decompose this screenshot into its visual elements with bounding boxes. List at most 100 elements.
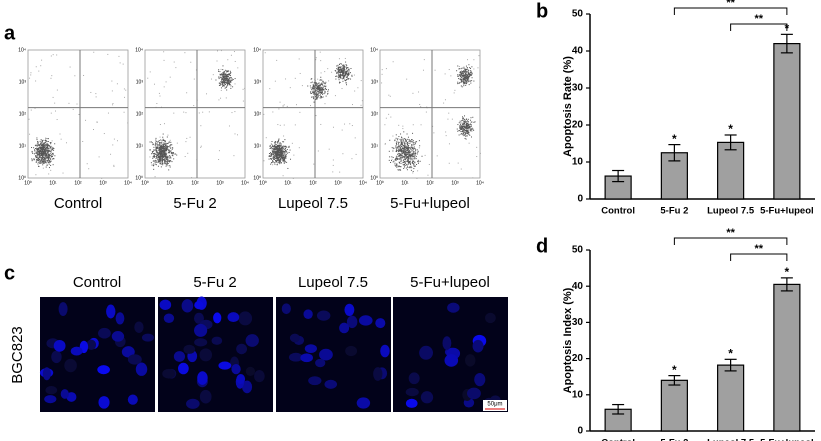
flow-dot <box>462 127 464 129</box>
flow-dot <box>166 152 168 154</box>
flow-dot <box>49 160 51 162</box>
flow-dot <box>473 68 475 70</box>
flow-dot <box>176 154 178 156</box>
flow-dot <box>460 68 462 70</box>
flow-dot <box>167 160 169 162</box>
flow-dot <box>155 139 157 141</box>
flow-tick-label: 10² <box>19 111 27 117</box>
nucleus <box>281 303 291 315</box>
flow-tick-label: 10³ <box>216 180 224 186</box>
flow-dot <box>403 131 405 133</box>
flow-dot <box>299 111 301 113</box>
flow-dot <box>311 78 313 80</box>
flow-dot <box>444 73 446 75</box>
flow-dot <box>162 163 164 165</box>
flow-dot <box>153 164 155 166</box>
flow-dot <box>270 154 272 156</box>
flow-dot <box>279 142 281 144</box>
flow-dot <box>271 148 273 150</box>
flow-dot <box>407 152 409 154</box>
flow-dot <box>154 143 156 145</box>
flow-dot <box>160 145 162 147</box>
flow-dot <box>163 157 165 159</box>
flow-dot <box>295 104 297 106</box>
flow-dot <box>406 160 408 162</box>
flow-dot <box>229 81 231 83</box>
flow-dot <box>51 146 53 148</box>
flow-dot <box>38 147 40 149</box>
flow-dot <box>471 73 473 75</box>
flow-dot <box>279 161 281 163</box>
flow-dot <box>399 150 401 152</box>
flow-dot <box>464 128 466 130</box>
flow-dot <box>310 87 312 89</box>
flow-dot <box>464 132 466 134</box>
flow-dot <box>404 138 406 140</box>
flow-dot <box>398 165 400 167</box>
flow-dot <box>164 147 166 149</box>
flow-dot <box>278 160 280 162</box>
flow-dot <box>285 155 287 157</box>
flow-dot <box>153 146 155 148</box>
flow-dot <box>338 63 340 65</box>
flow-dot <box>159 157 161 159</box>
flow-dot <box>462 133 464 135</box>
flow-dot <box>349 123 351 125</box>
flow-dot <box>413 146 415 148</box>
flow-dot <box>312 87 314 89</box>
flow-dot <box>41 154 43 156</box>
flow-dot <box>41 144 43 146</box>
flow-dot <box>218 69 220 71</box>
flow-dot <box>285 157 287 159</box>
flow-dot <box>165 160 167 162</box>
flow-dot <box>167 134 169 136</box>
flow-dot <box>280 155 282 157</box>
flow-dot <box>168 152 170 154</box>
flow-dot <box>44 154 46 156</box>
flow-dot <box>332 164 334 166</box>
flow-dot <box>464 120 466 122</box>
flow-dot <box>345 71 347 73</box>
flow-dot <box>230 77 232 79</box>
flow-dot <box>276 148 278 150</box>
flow-dot <box>162 155 164 157</box>
flow-dot <box>360 104 362 106</box>
flow-dot <box>224 87 226 89</box>
flow-dot <box>332 159 334 161</box>
flow-dot <box>234 111 236 113</box>
flow-dot <box>285 155 287 157</box>
flow-dot <box>43 145 45 147</box>
flow-dot <box>38 159 40 161</box>
flow-dot <box>47 155 49 157</box>
flow-dot <box>171 147 173 149</box>
flow-dot <box>157 144 159 146</box>
flow-dot <box>464 129 466 131</box>
flow-dot <box>52 147 54 149</box>
flow-dot <box>332 126 334 128</box>
flow-dot <box>340 63 342 65</box>
flow-dot <box>460 128 462 130</box>
flow-dot <box>469 134 471 136</box>
flow-dot <box>465 69 467 71</box>
flow-dot <box>47 157 49 159</box>
flow-dot <box>460 126 462 128</box>
panel-label: b <box>536 0 548 22</box>
flow-dot <box>414 165 416 167</box>
flow-dot <box>48 161 50 163</box>
flow-dot <box>461 127 463 129</box>
flow-dot <box>65 142 67 144</box>
flow-dot <box>29 77 31 79</box>
flow-dot <box>49 146 51 148</box>
flow-dot <box>160 156 162 158</box>
flow-dot <box>402 151 404 153</box>
flow-dot <box>224 78 226 80</box>
flow-dot <box>462 126 464 128</box>
flow-dot <box>342 67 344 69</box>
flow-dot <box>396 139 398 141</box>
flow-dot <box>398 124 400 126</box>
flow-dot <box>277 154 279 156</box>
flow-dot <box>150 141 152 143</box>
flow-dot <box>46 153 48 155</box>
flow-dot <box>42 160 44 162</box>
flow-dot <box>465 71 467 73</box>
